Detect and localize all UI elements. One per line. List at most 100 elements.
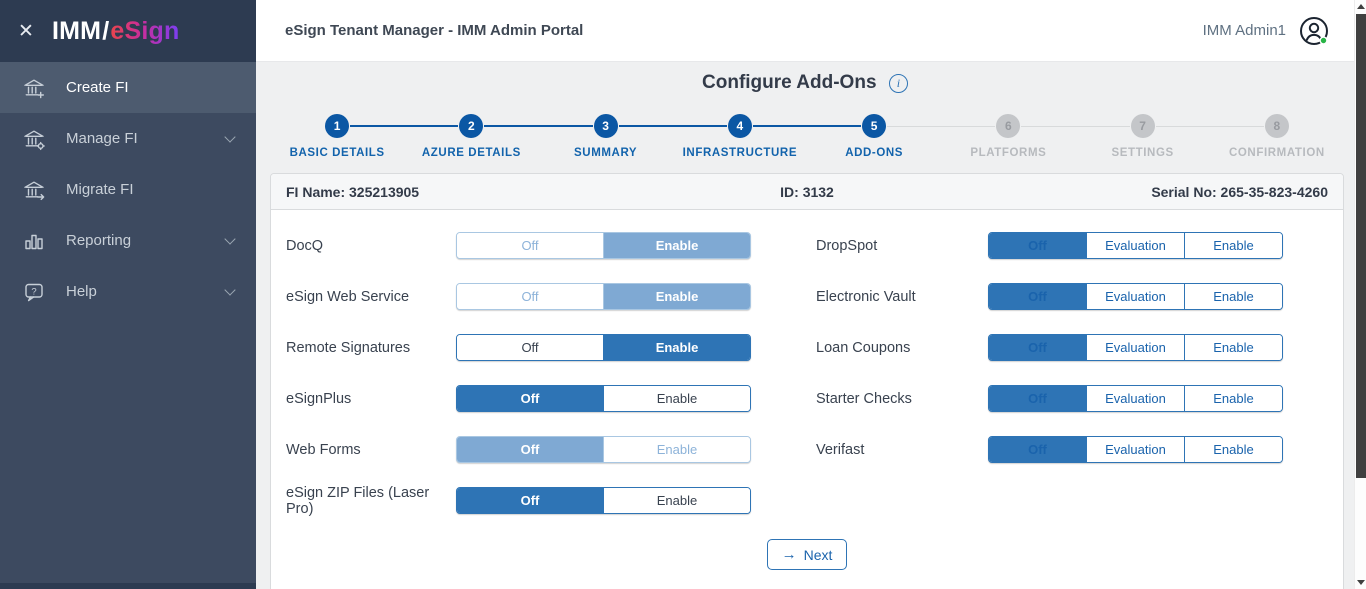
step-basic-details[interactable]: 1 BASIC DETAILS: [270, 112, 404, 159]
sidebar-item-reporting[interactable]: Reporting: [0, 215, 256, 266]
toggle-option-off[interactable]: Off: [989, 233, 1086, 258]
content-area: Configure Add-Ons i 1 BASIC DETAILS 2 AZURE…: [256, 62, 1354, 589]
scrollbar-thumb[interactable]: [1356, 14, 1366, 478]
toggle-group-docq: Off Enable: [456, 232, 751, 259]
sidebar: ✕ IMM/eSign Create FI Manage FI Migrate FI…: [0, 0, 256, 589]
toggle-option-off[interactable]: Off: [989, 335, 1086, 360]
step-label: AZURE DETAILS: [421, 147, 521, 159]
toggle-option-off[interactable]: Off: [457, 437, 603, 462]
page-scrollbar[interactable]: [1354, 0, 1366, 589]
user-avatar-icon[interactable]: [1298, 15, 1330, 47]
addon-row: eSignPlus Off Enable: [286, 385, 751, 412]
toggle-option-off[interactable]: Off: [457, 233, 603, 258]
step-label: ADD-ONS: [845, 147, 904, 159]
scroll-down-icon[interactable]: [1357, 580, 1365, 585]
addons-column-left: DocQ Off Enable eSign Web Service Off Enable R…: [286, 232, 751, 538]
addon-label: Electronic Vault: [816, 288, 916, 305]
addon-label: Remote Signatures: [286, 339, 411, 356]
page-title: Configure Add-Ons: [702, 72, 877, 93]
toggle-option-evaluation[interactable]: Evaluation: [1086, 386, 1184, 411]
toggle-option-evaluation[interactable]: Evaluation: [1086, 284, 1184, 309]
toggle-option-enable[interactable]: Enable: [1184, 284, 1282, 309]
toggle-option-enable[interactable]: Enable: [1184, 386, 1282, 411]
step-number: 5: [862, 114, 887, 138]
step-number: 7: [1130, 114, 1155, 138]
step-number: 1: [325, 114, 350, 138]
toggle-group-verifast: Off Evaluation Enable: [988, 436, 1283, 463]
step-settings[interactable]: 7 SETTINGS: [1021, 112, 1210, 159]
toggle-option-enable[interactable]: Enable: [603, 488, 750, 513]
bank-plus-icon: [22, 76, 46, 100]
next-button-label: Next: [803, 546, 833, 563]
toggle-group-web-forms: Off Enable: [456, 436, 751, 463]
chevron-down-icon: [224, 130, 236, 143]
toggle-option-enable[interactable]: Enable: [603, 437, 750, 462]
step-number: 2: [459, 114, 484, 138]
fi-name: FI Name: 325213905: [286, 183, 420, 200]
toggle-option-off[interactable]: Off: [457, 335, 603, 360]
toggle-option-enable[interactable]: Enable: [1184, 437, 1282, 462]
addon-row: Starter Checks Off Evaluation Enable: [816, 385, 1283, 412]
step-label: PLATFORMS: [970, 147, 1047, 159]
addon-row: eSign ZIP Files (Laser Pro) Off Enable: [286, 485, 751, 517]
toggle-option-enable[interactable]: Enable: [1184, 335, 1282, 360]
step-infrastructure[interactable]: 4 INFRASTRUCTURE: [618, 112, 807, 159]
sidebar-item-manage-fi[interactable]: Manage FI: [0, 113, 256, 164]
sidebar-item-create-fi[interactable]: Create FI: [0, 62, 256, 113]
toggle-option-off[interactable]: Off: [989, 284, 1086, 309]
step-label: INFRASTRUCTURE: [682, 147, 798, 159]
toggle-option-enable[interactable]: Enable: [603, 386, 750, 411]
toggle-option-off[interactable]: Off: [457, 488, 603, 513]
toggle-option-enable[interactable]: Enable: [603, 284, 750, 309]
sidebar-footer: [0, 583, 256, 589]
help-bubble-icon: ?: [22, 280, 46, 304]
addon-label: DropSpot: [816, 237, 878, 254]
toggle-group-loan-coupons: Off Evaluation Enable: [988, 334, 1283, 361]
step-azure-details[interactable]: 2 AZURE DETAILS: [350, 112, 538, 159]
step-label: CONFIRMATION: [1228, 147, 1325, 159]
addon-row: Web Forms Off Enable: [286, 436, 751, 463]
addon-label: Loan Coupons: [816, 339, 911, 356]
sidebar-close-icon[interactable]: ✕: [18, 20, 34, 42]
logo-slash: /: [102, 16, 110, 45]
toggle-option-enable[interactable]: Enable: [603, 233, 750, 258]
toggle-group-electronic-vault: Off Evaluation Enable: [988, 283, 1283, 310]
addon-label: eSign Web Service: [286, 288, 410, 305]
sidebar-item-migrate-fi[interactable]: Migrate FI: [0, 164, 256, 215]
addons-column-right: DropSpot Off Evaluation Enable Electronic Va…: [816, 232, 1283, 538]
step-number: 3: [593, 114, 618, 138]
toggle-option-enable[interactable]: Enable: [603, 335, 750, 360]
toggle-group-esign-zip-files-laser-pro-: Off Enable: [456, 487, 751, 514]
step-add-ons[interactable]: 5 ADD-ONS: [752, 112, 941, 159]
wizard-stepper: 1 BASIC DETAILS 2 AZURE DETAILS 3 SUMMARY 4 INF…: [270, 112, 1344, 159]
toggle-option-evaluation[interactable]: Evaluation: [1086, 335, 1184, 360]
app-title: eSign Tenant Manager - IMM Admin Portal: [285, 22, 584, 39]
toggle-option-off[interactable]: Off: [457, 386, 603, 411]
step-number: 8: [1264, 114, 1289, 138]
addon-row: DocQ Off Enable: [286, 232, 751, 259]
step-platforms[interactable]: 6 PLATFORMS: [887, 112, 1075, 159]
toggle-group-remote-signatures: Off Enable: [456, 334, 751, 361]
chevron-down-icon: [224, 283, 236, 296]
addons-card: FI Name: 325213905 ID: 3132 Serial No: 2…: [270, 173, 1344, 589]
addon-row: Electronic Vault Off Evaluation Enable: [816, 283, 1283, 310]
sidebar-item-help[interactable]: ? Help: [0, 266, 256, 317]
next-button[interactable]: → Next: [766, 539, 848, 570]
logo-esign: eSign: [110, 16, 180, 45]
logo-imm: IMM: [52, 16, 102, 45]
step-summary[interactable]: 3 SUMMARY: [484, 112, 673, 159]
info-icon[interactable]: i: [888, 73, 908, 93]
step-label: SETTINGS: [1111, 147, 1174, 159]
toggle-option-evaluation[interactable]: Evaluation: [1086, 233, 1184, 258]
sidebar-item-label: Manage FI: [66, 130, 138, 147]
chevron-down-icon: [224, 232, 236, 245]
scroll-up-icon[interactable]: [1357, 4, 1365, 9]
fi-info-bar: FI Name: 325213905 ID: 3132 Serial No: 2…: [271, 174, 1343, 210]
toggle-option-off[interactable]: Off: [989, 386, 1086, 411]
step-confirmation[interactable]: 8 CONFIRMATION: [1155, 112, 1344, 159]
toggle-option-off[interactable]: Off: [457, 284, 603, 309]
toggle-option-enable[interactable]: Enable: [1184, 233, 1282, 258]
addon-row: Verifast Off Evaluation Enable: [816, 436, 1283, 463]
toggle-option-off[interactable]: Off: [989, 437, 1086, 462]
toggle-option-evaluation[interactable]: Evaluation: [1086, 437, 1184, 462]
